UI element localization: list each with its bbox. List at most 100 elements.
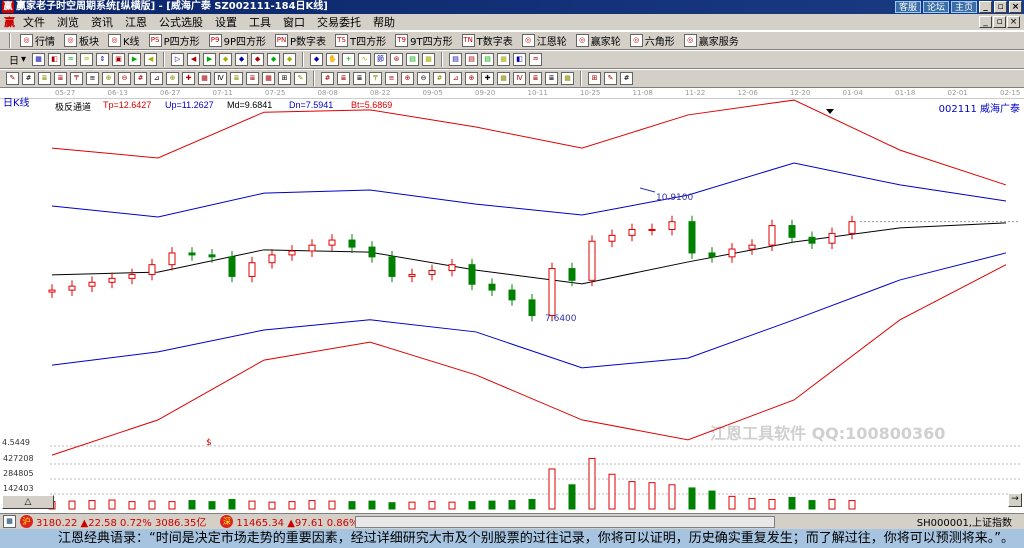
drawing-tool-icon[interactable]: # bbox=[134, 72, 147, 85]
drawing-tool-icon[interactable]: # bbox=[22, 72, 35, 85]
close-button[interactable]: × bbox=[1009, 1, 1022, 13]
drawing-tool-icon[interactable]: 〒 bbox=[70, 72, 83, 85]
drawing-tool-icon[interactable]: 〒 bbox=[369, 72, 382, 85]
chart-tool-icon[interactable]: ⊛ bbox=[390, 53, 404, 66]
drawing-tool-icon[interactable]: ≣ bbox=[353, 72, 366, 85]
drawing-tool-icon[interactable]: # bbox=[321, 72, 334, 85]
chart-tool-icon[interactable]: ◆ bbox=[267, 53, 281, 66]
menu-item-4[interactable]: 公式选股 bbox=[159, 16, 203, 29]
drawing-tool-icon[interactable]: Ⅳ bbox=[513, 72, 526, 85]
menu-item-1[interactable]: 浏览 bbox=[57, 16, 79, 29]
drawing-tool-icon[interactable]: ⊖ bbox=[417, 72, 430, 85]
drawing-tool-icon[interactable]: ✎ bbox=[294, 72, 307, 85]
home-link[interactable]: 主页 bbox=[950, 1, 977, 13]
drawing-tool-icon[interactable]: ⊞ bbox=[278, 72, 291, 85]
child-close-button[interactable]: × bbox=[1007, 16, 1020, 28]
minimize-button[interactable]: _ bbox=[979, 1, 992, 13]
drawing-tool-icon[interactable]: ⊕ bbox=[401, 72, 414, 85]
chart-tool-icon[interactable]: ◧ bbox=[513, 53, 527, 66]
chart-tool-icon[interactable]: 節 bbox=[374, 53, 388, 66]
chart-tool-icon[interactable]: ▣ bbox=[112, 53, 126, 66]
toolbar-button-3[interactable]: PS P四方形 bbox=[146, 33, 203, 48]
chart-tool-icon[interactable]: ▶ bbox=[128, 53, 142, 66]
menu-item-3[interactable]: 江恩 bbox=[125, 16, 147, 29]
drawing-tool-icon[interactable]: ✎ bbox=[6, 72, 19, 85]
drawing-tool-icon[interactable]: ✚ bbox=[481, 72, 494, 85]
drawing-tool-icon[interactable]: ⊕ bbox=[166, 72, 179, 85]
toolbar-button-11[interactable]: ◎ 六角形 bbox=[627, 33, 678, 48]
drawing-tool-icon[interactable]: ⊿ bbox=[449, 72, 462, 85]
drawing-tool-icon[interactable]: ≣ bbox=[337, 72, 350, 85]
chart-tool-icon[interactable]: ♒ bbox=[529, 53, 543, 66]
menu-item-0[interactable]: 文件 bbox=[23, 16, 45, 29]
toolbar-button-1[interactable]: ◎ 板块 bbox=[61, 33, 102, 48]
chart-tool-icon[interactable]: ▶ bbox=[203, 53, 217, 66]
chart-tool-icon[interactable]: ▤ bbox=[449, 53, 463, 66]
drawing-tool-icon[interactable]: ▦ bbox=[198, 72, 211, 85]
chart-tool-icon[interactable]: ◆ bbox=[310, 53, 324, 66]
drawing-tool-icon[interactable]: ≣ bbox=[38, 72, 51, 85]
drawing-tool-icon[interactable]: ≡ bbox=[385, 72, 398, 85]
chart-tool-icon[interactable]: ▦ bbox=[422, 53, 436, 66]
drawing-tool-icon[interactable]: ≣ bbox=[230, 72, 243, 85]
chart-tool-icon[interactable]: ◧ bbox=[48, 53, 62, 66]
expand-button[interactable]: △ bbox=[2, 495, 54, 509]
horizontal-scrollbar[interactable] bbox=[355, 516, 775, 528]
menu-item-5[interactable]: 设置 bbox=[215, 16, 237, 29]
drawing-tool-icon[interactable]: ⊕ bbox=[102, 72, 115, 85]
chart-tool-icon[interactable]: ⇕ bbox=[96, 53, 110, 66]
child-restore-button[interactable]: ▫ bbox=[993, 16, 1006, 28]
child-minimize-button[interactable]: _ bbox=[979, 16, 992, 28]
chart-tool-icon[interactable]: ♒ bbox=[64, 53, 78, 66]
chart-tool-icon[interactable]: ▤ bbox=[481, 53, 495, 66]
toolbar-button-10[interactable]: ◎ 赢家轮 bbox=[573, 33, 624, 48]
chart-area[interactable]: 05-27 06-13 06-27 07-11 07-25 08-08 08-22 09-05… bbox=[0, 88, 1024, 513]
drawing-tool-icon[interactable]: ≣ bbox=[246, 72, 259, 85]
drawing-tool-icon[interactable]: ▦ bbox=[262, 72, 275, 85]
chart-tool-icon[interactable]: + bbox=[342, 53, 356, 66]
drawing-tool-icon[interactable]: ≡ bbox=[86, 72, 99, 85]
menu-item-7[interactable]: 窗口 bbox=[283, 16, 305, 29]
toolbar-button-12[interactable]: ◎ 赢家服务 bbox=[681, 33, 742, 48]
chart-tool-icon[interactable]: ◆ bbox=[283, 53, 297, 66]
drawing-tool-icon[interactable]: ⊖ bbox=[118, 72, 131, 85]
drawing-tool-icon[interactable]: ⊕ bbox=[465, 72, 478, 85]
chart-tool-icon[interactable]: ▷ bbox=[171, 53, 185, 66]
toolbar-button-4[interactable]: P9 9P四方形 bbox=[206, 33, 269, 48]
index-selector[interactable]: SH000001,上证指数 bbox=[916, 518, 1012, 529]
calculator-icon[interactable]: ▦ bbox=[3, 515, 16, 528]
toolbar-button-8[interactable]: TN T数字表 bbox=[459, 33, 516, 48]
menu-item-2[interactable]: 资讯 bbox=[91, 16, 113, 29]
chart-tool-icon[interactable]: ◆ bbox=[235, 53, 249, 66]
toolbar-button-2[interactable]: ◎ K线 bbox=[105, 33, 143, 48]
toolbar-button-0[interactable]: ◎ 行情 bbox=[17, 33, 58, 48]
menu-item-6[interactable]: 工具 bbox=[249, 16, 271, 29]
drawing-tool-icon[interactable]: ≣ bbox=[529, 72, 542, 85]
service-link[interactable]: 客服 bbox=[894, 1, 921, 13]
drawing-tool-icon[interactable]: ✚ bbox=[182, 72, 195, 85]
chart-tool-icon[interactable]: ✋ bbox=[326, 53, 340, 66]
drawing-tool-icon[interactable]: Ⅳ bbox=[214, 72, 227, 85]
toolbar-button-6[interactable]: TS T四方形 bbox=[332, 33, 389, 48]
toolbar-button-5[interactable]: PN P数字表 bbox=[272, 33, 329, 48]
menu-item-8[interactable]: 交易委托 bbox=[317, 16, 361, 29]
period-dropdown[interactable]: 日 ▾ bbox=[9, 54, 27, 67]
toolbar-button-7[interactable]: T9 9T四方形 bbox=[392, 33, 455, 48]
drawing-tool-icon[interactable]: ≣ bbox=[54, 72, 67, 85]
scroll-right-button[interactable]: → bbox=[1008, 493, 1022, 507]
chart-tool-icon[interactable]: ◆ bbox=[219, 53, 233, 66]
drawing-tool-icon[interactable]: ✎ bbox=[604, 72, 617, 85]
chart-tool-icon[interactable]: ◀ bbox=[187, 53, 201, 66]
restore-button[interactable]: ▫ bbox=[994, 1, 1007, 13]
chart-tool-icon[interactable]: ♒ bbox=[80, 53, 94, 66]
chart-tool-icon[interactable]: ▤ bbox=[465, 53, 479, 66]
chart-tool-icon[interactable]: ▤ bbox=[406, 53, 420, 66]
drawing-tool-icon[interactable]: # bbox=[620, 72, 633, 85]
chart-tool-icon[interactable]: ◀ bbox=[144, 53, 158, 66]
forum-link[interactable]: 论坛 bbox=[922, 1, 949, 13]
chart-tool-icon[interactable]: ∿ bbox=[358, 53, 372, 66]
chart-tool-icon[interactable]: ◆ bbox=[251, 53, 265, 66]
drawing-tool-icon[interactable]: ⊿ bbox=[150, 72, 163, 85]
chart-tool-icon[interactable]: ▦ bbox=[32, 53, 46, 66]
drawing-tool-icon[interactable]: ▦ bbox=[561, 72, 574, 85]
